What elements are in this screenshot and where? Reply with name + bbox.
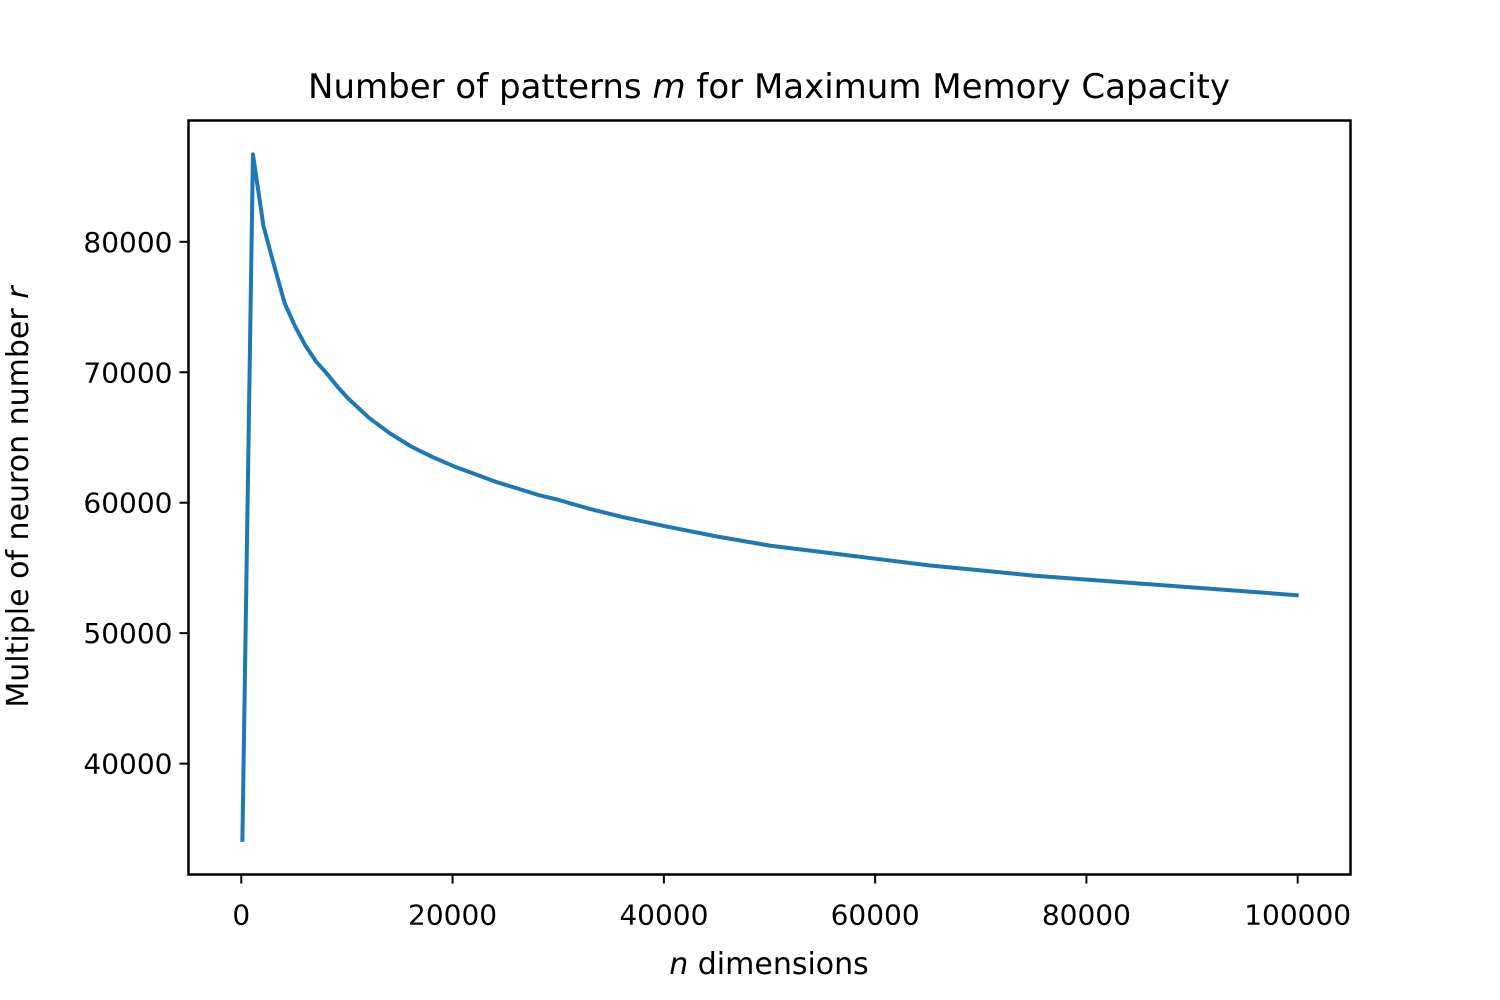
title-prefix: Number of patterns bbox=[308, 67, 652, 107]
y-axis-ticks: 40000 50000 60000 70000 80000 bbox=[83, 226, 189, 781]
title-variable: m bbox=[652, 67, 685, 107]
y-tick-label: 50000 bbox=[83, 617, 172, 650]
x-tick-label: 60000 bbox=[831, 899, 920, 932]
y-tick-label: 60000 bbox=[83, 487, 172, 520]
series-line bbox=[240, 152, 1299, 842]
x-axis-label: n dimensions bbox=[669, 947, 869, 982]
plot-area-frame bbox=[187, 119, 1352, 876]
y-axis-label: Multiple of neuron number r bbox=[1, 285, 36, 708]
y-axis-label-variable: r bbox=[1, 285, 36, 299]
y-tick-label: 40000 bbox=[83, 748, 172, 781]
x-tick-label: 40000 bbox=[619, 899, 708, 932]
x-tick-label: 20000 bbox=[408, 899, 497, 932]
x-tick-label: 100000 bbox=[1244, 899, 1351, 932]
x-axis-ticks: 0 20000 40000 60000 80000 100000 bbox=[232, 874, 1351, 932]
x-tick-label: 80000 bbox=[1042, 899, 1131, 932]
title-suffix: for Maximum Memory Capacity bbox=[686, 67, 1230, 107]
y-axis-label-prefix: Multiple of neuron number bbox=[1, 299, 36, 708]
chart-title: Number of patterns m for Maximum Memory … bbox=[308, 67, 1230, 107]
y-tick-label: 70000 bbox=[83, 356, 172, 389]
x-tick-label: 0 bbox=[232, 899, 250, 932]
x-axis-label-suffix: dimensions bbox=[688, 947, 869, 982]
y-tick-label: 80000 bbox=[83, 226, 172, 259]
x-axis-label-variable: n bbox=[669, 947, 688, 982]
